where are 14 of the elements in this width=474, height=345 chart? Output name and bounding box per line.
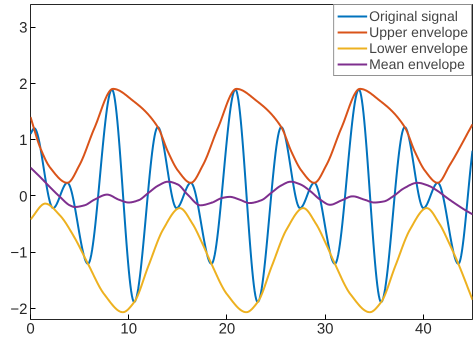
legend-label: Lower envelope xyxy=(369,40,468,56)
y-tick-label: −1 xyxy=(10,244,28,262)
y-tick-label: 2 xyxy=(19,76,28,93)
legend-label: Original signal xyxy=(369,8,458,24)
legend-label: Upper envelope xyxy=(369,24,468,40)
x-tick-label: 30 xyxy=(316,320,334,338)
y-tick-label: 1 xyxy=(19,132,28,149)
y-tick-label: 0 xyxy=(19,188,28,206)
x-tick-label: 10 xyxy=(120,320,138,338)
y-tick-label: 3 xyxy=(19,20,28,36)
legend-label: Mean envelope xyxy=(369,56,465,72)
y-tick-label: −2 xyxy=(10,300,28,318)
x-tick-label: 20 xyxy=(218,320,236,338)
x-tick-label: 40 xyxy=(415,320,432,338)
